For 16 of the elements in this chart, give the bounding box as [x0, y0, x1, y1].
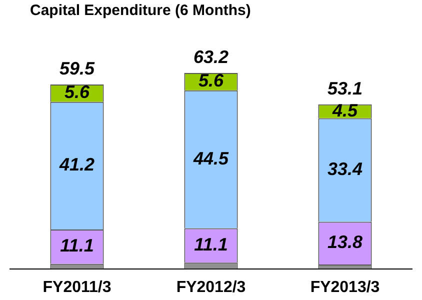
- data-label: 11.1: [60, 236, 94, 256]
- data-label: 44.5: [192, 148, 230, 168]
- x-tick-label: FY2011/3: [42, 278, 112, 296]
- total-label: 53.1: [327, 78, 363, 98]
- data-label: 5.6: [64, 82, 90, 102]
- data-label: 13.8: [327, 232, 363, 252]
- data-label: 41.2: [58, 154, 95, 175]
- data-label: 33.4: [327, 158, 363, 179]
- x-tick-label: FY2012/3: [176, 278, 246, 296]
- x-tick-label: FY2013/3: [310, 278, 380, 296]
- data-label: 4.5: [331, 100, 358, 120]
- chart-title: Capital Expenditure (6 Months): [29, 1, 252, 21]
- data-label: 5.6: [198, 70, 224, 91]
- data-label: 11.1: [194, 234, 228, 254]
- total-label: 63.2: [193, 47, 229, 68]
- total-label: 59.5: [59, 58, 96, 78]
